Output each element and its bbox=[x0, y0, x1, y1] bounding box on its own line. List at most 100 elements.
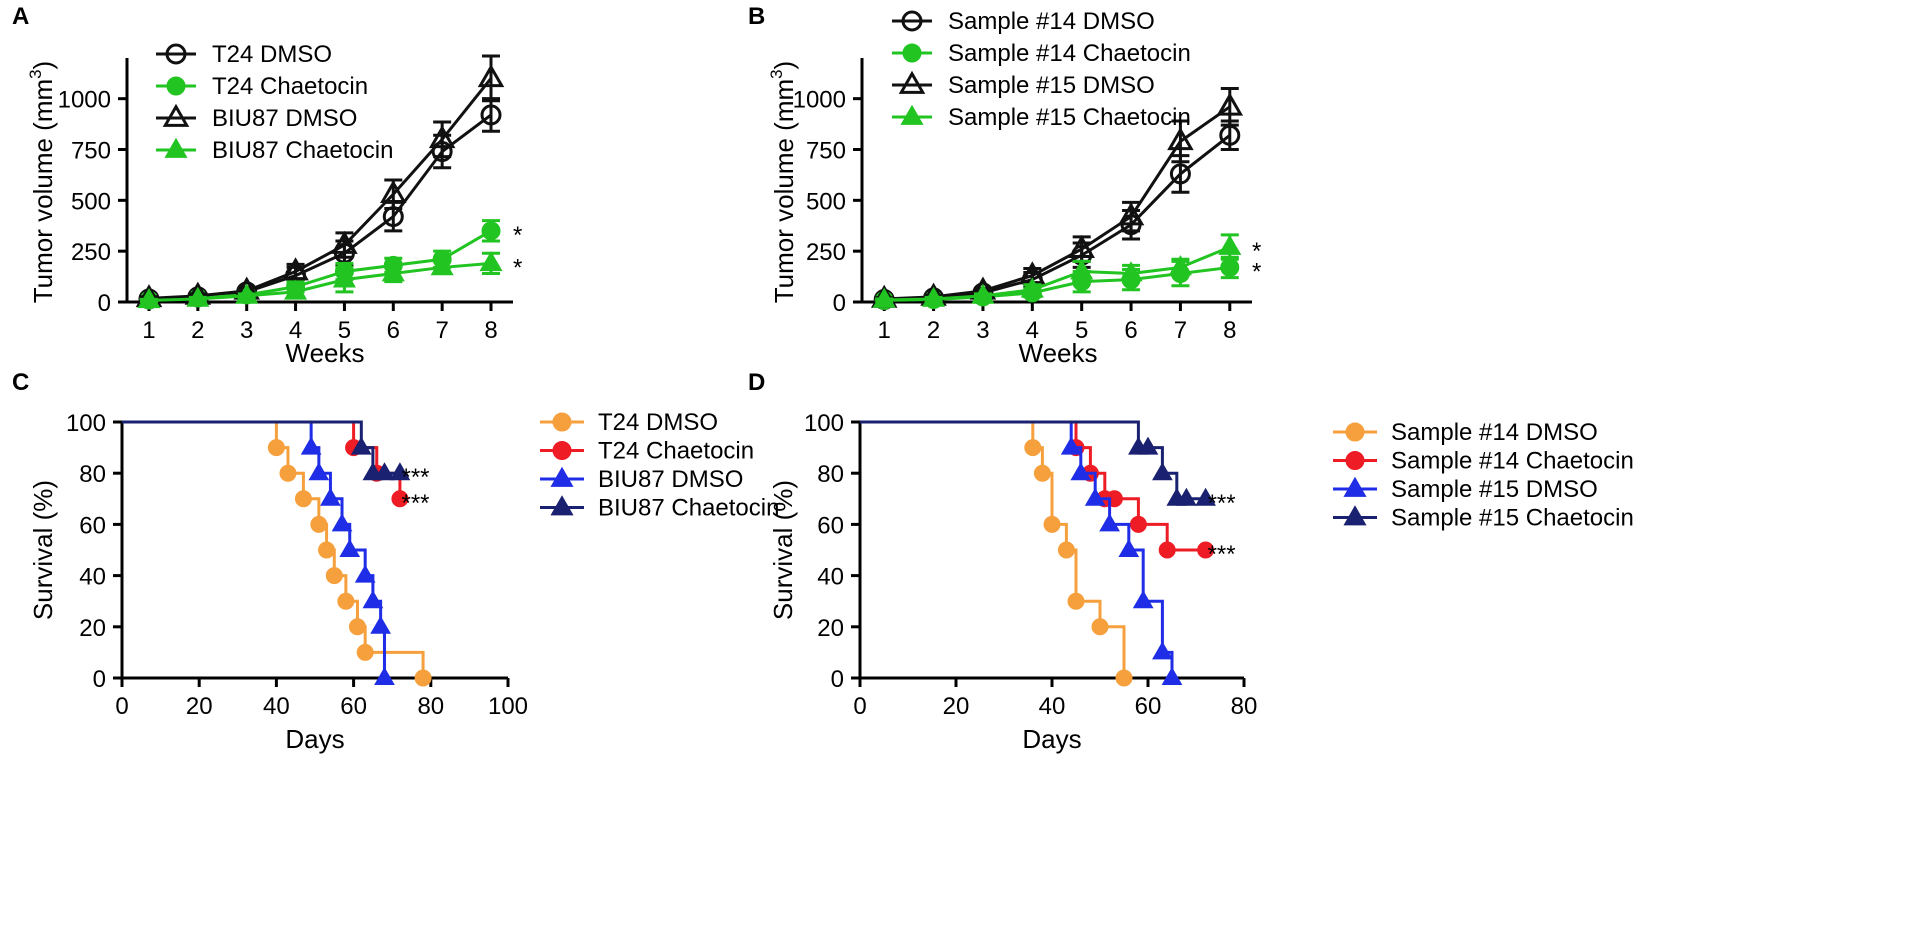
data-point bbox=[332, 267, 356, 288]
data-point bbox=[331, 230, 358, 254]
legend-label: T24 DMSO bbox=[212, 41, 332, 68]
significance-marker: * bbox=[513, 254, 522, 281]
y-axis-label-text: Survival (%) bbox=[28, 480, 58, 620]
series-sample-15-dmso bbox=[860, 420, 1183, 685]
significance-marker: *** bbox=[402, 490, 430, 517]
data-point bbox=[1115, 669, 1133, 687]
y-axis-label: Tumor volume (mm3) bbox=[26, 61, 58, 303]
x-tick-label: 2 bbox=[927, 317, 940, 344]
data-point bbox=[479, 251, 503, 272]
data-point bbox=[1169, 163, 1191, 185]
data-point bbox=[267, 439, 285, 457]
legend-marker bbox=[550, 466, 574, 487]
series-sample-15-chaetocin bbox=[872, 233, 1242, 308]
data-point bbox=[922, 286, 946, 307]
data-point bbox=[294, 490, 312, 508]
data-point bbox=[235, 283, 259, 304]
series-biu87-chaetocin bbox=[122, 420, 411, 481]
y-tick-label: 60 bbox=[817, 512, 844, 539]
data-point bbox=[1158, 541, 1176, 559]
x-tick-label: 2 bbox=[191, 317, 204, 344]
data-point bbox=[1216, 92, 1244, 116]
significance-marker: *** bbox=[1208, 541, 1236, 568]
data-point bbox=[1218, 234, 1242, 255]
y-tick-label: 250 bbox=[71, 239, 111, 266]
x-tick-label: 5 bbox=[338, 317, 351, 344]
data-point bbox=[1060, 436, 1082, 455]
y-tick-label: 20 bbox=[79, 615, 106, 642]
y-tick-label: 250 bbox=[806, 239, 846, 266]
y-tick-label: 80 bbox=[817, 461, 844, 488]
legend-marker bbox=[550, 495, 574, 516]
data-point bbox=[481, 221, 501, 241]
data-point bbox=[1129, 515, 1147, 533]
x-tick-label: 40 bbox=[1039, 693, 1066, 720]
data-point bbox=[430, 255, 454, 276]
series-biu87-dmso bbox=[122, 420, 395, 685]
x-tick-label: 7 bbox=[435, 317, 448, 344]
data-point bbox=[282, 257, 309, 281]
y-tick-label: 100 bbox=[66, 410, 106, 437]
x-tick-label: 3 bbox=[976, 317, 989, 344]
significance-marker: * bbox=[513, 222, 522, 249]
data-point bbox=[1070, 462, 1092, 481]
y-axis-label: Survival (%) bbox=[28, 480, 58, 620]
data-point bbox=[480, 104, 502, 126]
significance-marker: *** bbox=[1208, 490, 1236, 517]
data-point bbox=[370, 615, 391, 634]
x-tick-label: 20 bbox=[943, 693, 970, 720]
data-point bbox=[374, 462, 395, 481]
legend-marker bbox=[552, 441, 572, 460]
series-t24-chaetocin bbox=[122, 420, 409, 508]
panel-letter: C bbox=[12, 369, 29, 396]
legend-label: BIU87 DMSO bbox=[212, 105, 357, 132]
x-tick-label: 1 bbox=[878, 317, 891, 344]
data-point bbox=[1197, 541, 1215, 559]
data-point bbox=[1067, 592, 1085, 610]
series-t24-dmso bbox=[122, 420, 432, 687]
panel-A: A 0 250 500 750 1000 1 2 3 4 5 6 7 8 Weeks Tumor volume… bbox=[12, 3, 522, 368]
series-line bbox=[860, 420, 1126, 678]
y-axis-label-text: Tumor volume (mm bbox=[28, 79, 58, 303]
y-tick-label: 500 bbox=[806, 188, 846, 215]
series-sample-15-chaetocin bbox=[860, 420, 1216, 506]
legend-label: Sample #15 Chaetocin bbox=[948, 104, 1191, 131]
legend-label: Sample #15 Chaetocin bbox=[1391, 505, 1634, 532]
x-tick-label: 5 bbox=[1075, 317, 1088, 344]
data-point bbox=[1057, 541, 1075, 559]
data-point bbox=[350, 436, 372, 455]
data-point bbox=[428, 125, 456, 149]
data-point bbox=[337, 592, 355, 610]
data-point bbox=[1117, 202, 1145, 226]
x-tick-label: 20 bbox=[186, 693, 213, 720]
series-biu87-chaetocin bbox=[137, 251, 503, 309]
data-point bbox=[310, 515, 328, 533]
data-point bbox=[1043, 515, 1061, 533]
y-tick-label: 0 bbox=[98, 290, 111, 317]
panel-C: C 0 20 40 60 80 100 0 20 40 60 80 100 Days Survival (%… bbox=[12, 369, 779, 754]
x-tick-label: 4 bbox=[289, 317, 302, 344]
y-tick-label: 1000 bbox=[793, 87, 846, 114]
data-point bbox=[279, 464, 297, 482]
x-axis-label: Weeks bbox=[1019, 338, 1098, 368]
x-tick-label: 3 bbox=[240, 317, 253, 344]
legend-label: T24 Chaetocin bbox=[212, 73, 368, 100]
legend-label: Sample #15 DMSO bbox=[948, 72, 1155, 99]
y-axis-label-text: Tumor volume (mm bbox=[769, 79, 799, 303]
data-point bbox=[339, 538, 361, 557]
legend-marker bbox=[902, 43, 922, 63]
legend-marker bbox=[1345, 451, 1365, 470]
x-tick-label: 60 bbox=[340, 693, 367, 720]
panel-D: D 0 20 40 60 80 100 0 20 40 60 80 Days Survival (%) Sa… bbox=[748, 369, 1634, 754]
legend-label: T24 Chaetocin bbox=[598, 438, 754, 465]
y-tick-label: 40 bbox=[79, 564, 106, 591]
y-axis-label-sup: 3 bbox=[767, 69, 786, 78]
data-point bbox=[1091, 618, 1109, 636]
data-point bbox=[477, 64, 505, 88]
data-point bbox=[1119, 261, 1143, 282]
data-point bbox=[318, 541, 336, 559]
data-point bbox=[186, 286, 210, 307]
data-point bbox=[1118, 538, 1140, 557]
y-tick-label: 1000 bbox=[58, 87, 111, 114]
